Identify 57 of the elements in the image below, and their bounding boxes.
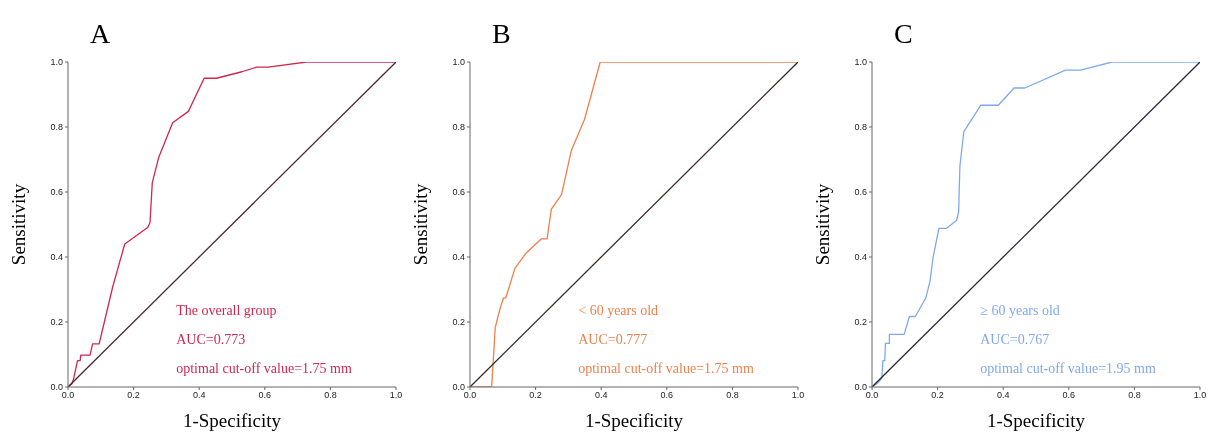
x-tick-label: 1.0 xyxy=(791,390,805,401)
y-tick-label: 0.8 xyxy=(452,122,465,133)
x-tick-label: 0.2 xyxy=(529,390,542,401)
x-tick-label: 0.8 xyxy=(1128,390,1141,401)
annotation: < 60 years old xyxy=(578,302,660,320)
x-tick-label: 1.0 xyxy=(1193,390,1207,401)
y-tick-label: 1.0 xyxy=(50,57,63,68)
x-tick-label: 0.6 xyxy=(1062,390,1076,401)
y-tick-label: 0.6 xyxy=(452,187,465,198)
y-tick-label: 1.0 xyxy=(854,57,867,68)
x-tick-label: 0.2 xyxy=(931,390,944,401)
y-tick-label: 0.6 xyxy=(50,187,63,198)
annotation: optimal cut-off value=1.75 mm xyxy=(176,360,352,378)
y-tick-label: 0.8 xyxy=(50,122,63,133)
x-tick-label: 0.8 xyxy=(324,390,337,401)
annotation: AUC=0.773 xyxy=(176,331,247,349)
y-axis-title: Sensitivity xyxy=(811,183,833,266)
x-tick-label: 0.6 xyxy=(660,390,674,401)
y-tick-label: 0.4 xyxy=(452,252,465,263)
x-axis-title: 1-Specificity xyxy=(584,410,684,431)
y-tick-label: 0.2 xyxy=(452,317,465,328)
line-series xyxy=(68,62,396,387)
y-axis-title: Sensitivity xyxy=(7,183,29,266)
line-series xyxy=(470,62,798,387)
y-tick-label: 0.6 xyxy=(854,187,867,198)
chart-title: B xyxy=(492,18,511,50)
line-series xyxy=(872,62,1200,387)
annotation: The overall group xyxy=(176,302,278,320)
x-tick-label: 0.4 xyxy=(192,390,206,401)
y-tick-label: 0.4 xyxy=(854,252,867,263)
annotation: optimal cut-off value=1.95 mm xyxy=(980,360,1156,378)
chart-title: A xyxy=(90,18,111,50)
x-tick-label: 0.4 xyxy=(996,390,1010,401)
y-tick-label: 1.0 xyxy=(452,57,465,68)
x-axis-title: 1-Specificity xyxy=(986,410,1086,431)
y-tick-label: 0.0 xyxy=(452,382,465,393)
annotation: AUC=0.777 xyxy=(578,331,649,349)
x-tick-label: 0.8 xyxy=(726,390,739,401)
x-tick-label: 0.6 xyxy=(258,390,272,401)
y-tick-label: 0.0 xyxy=(854,382,867,393)
y-tick-label: 0.0 xyxy=(50,382,63,393)
x-tick-label: 1.0 xyxy=(389,390,403,401)
y-tick-label: 0.2 xyxy=(854,317,867,328)
annotation: optimal cut-off value=1.75 mm xyxy=(578,360,754,378)
y-tick-label: 0.4 xyxy=(50,252,63,263)
x-tick-label: 0.2 xyxy=(127,390,140,401)
y-axis-title: Sensitivity xyxy=(409,183,431,266)
x-tick-label: 0.0 xyxy=(865,390,879,401)
chart-title: C xyxy=(894,18,913,50)
x-tick-label: 0.0 xyxy=(463,390,477,401)
y-tick-label: 0.8 xyxy=(854,122,867,133)
x-tick-label: 0.0 xyxy=(61,390,75,401)
x-axis-title: 1-Specificity xyxy=(182,410,282,431)
x-tick-label: 0.4 xyxy=(594,390,608,401)
y-tick-label: 0.2 xyxy=(50,317,63,328)
annotation: AUC=0.767 xyxy=(980,331,1051,349)
annotation: ≥ 60 years old xyxy=(980,302,1061,320)
